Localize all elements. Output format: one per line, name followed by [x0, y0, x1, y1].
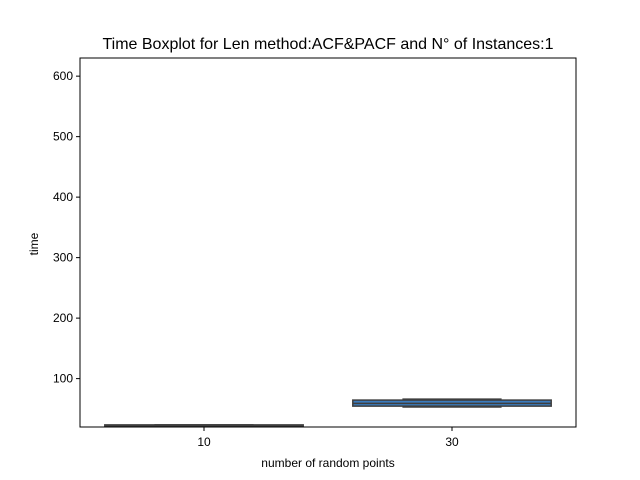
y-tick-label: 400: [53, 190, 73, 204]
x-tick-label: 10: [197, 435, 211, 449]
chart-title: Time Boxplot for Len method:ACF&PACF and…: [102, 36, 553, 53]
x-tick-label: 30: [445, 435, 459, 449]
plot-frame: [79, 57, 577, 428]
y-tick-label: 300: [53, 251, 73, 265]
y-tick-label: 200: [53, 311, 73, 325]
plot-area: 100 200 300 400 500 600 10 30: [53, 57, 577, 449]
y-axis-label: time: [27, 232, 41, 255]
y-tick-label: 500: [53, 130, 73, 144]
y-tick-label: 600: [53, 69, 73, 83]
box-10: [104, 424, 304, 427]
y-tick-label: 100: [53, 372, 73, 386]
x-axis-label: number of random points: [261, 456, 394, 470]
box-30: [352, 398, 552, 408]
